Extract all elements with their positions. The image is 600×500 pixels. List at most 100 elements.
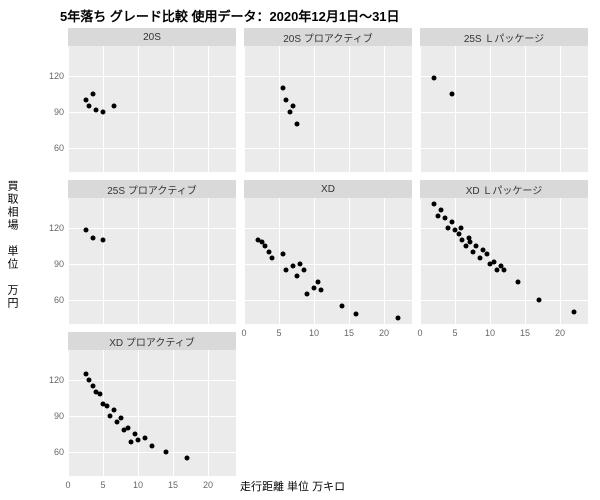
y-tick-label: 60	[40, 447, 64, 457]
grid-line	[68, 198, 69, 324]
chart-panel	[420, 198, 588, 324]
grid-line	[420, 300, 588, 301]
data-point	[502, 268, 507, 273]
y-tick-label: 60	[40, 143, 64, 153]
y-tick-label: 120	[40, 71, 64, 81]
data-point	[442, 216, 447, 221]
data-point	[185, 456, 190, 461]
y-tick-label: 120	[40, 223, 64, 233]
data-point	[101, 238, 106, 243]
grid-line	[525, 46, 526, 172]
x-tick-label: 15	[168, 480, 178, 490]
data-point	[474, 244, 479, 249]
data-point	[298, 262, 303, 267]
data-point	[477, 256, 482, 261]
grid-line	[68, 300, 236, 301]
y-tick-label: 90	[40, 259, 64, 269]
data-point	[136, 438, 141, 443]
chart-panel	[68, 198, 236, 324]
data-point	[396, 316, 401, 321]
grid-line	[420, 264, 588, 265]
data-point	[101, 110, 106, 115]
data-point	[132, 432, 137, 437]
chart-panel	[244, 46, 412, 172]
data-point	[449, 92, 454, 97]
data-point	[301, 268, 306, 273]
x-tick-label: 20	[203, 480, 213, 490]
y-tick-label: 60	[40, 295, 64, 305]
data-point	[87, 378, 92, 383]
grid-line	[244, 264, 412, 265]
data-point	[435, 214, 440, 219]
grid-line	[244, 46, 245, 172]
data-point	[164, 450, 169, 455]
x-tick-label: 10	[133, 480, 143, 490]
grid-line	[244, 198, 245, 324]
data-point	[315, 280, 320, 285]
grid-line	[244, 112, 412, 113]
grid-line	[244, 300, 412, 301]
grid-line	[420, 112, 588, 113]
grid-line	[208, 198, 209, 324]
grid-line	[244, 148, 412, 149]
data-point	[129, 440, 134, 445]
data-point	[280, 86, 285, 91]
data-point	[319, 288, 324, 293]
data-point	[111, 104, 116, 109]
x-tick-label: 20	[379, 328, 389, 338]
data-point	[118, 416, 123, 421]
x-tick-label: 5	[276, 328, 281, 338]
panel-header: XD	[244, 180, 412, 198]
chart-panel	[68, 46, 236, 172]
grid-line	[68, 112, 236, 113]
grid-line	[244, 228, 412, 229]
data-point	[449, 220, 454, 225]
grid-line	[68, 380, 236, 381]
x-tick-label: 15	[344, 328, 354, 338]
y-axis-label: 買取相場 単位 万円	[4, 180, 20, 310]
grid-line	[244, 76, 412, 77]
data-point	[446, 226, 451, 231]
chart-container: 5年落ち グレード比較 使用データ：2020年12月1日～31日 買取相場 単位…	[0, 0, 600, 500]
x-tick-label: 15	[520, 328, 530, 338]
grid-line	[490, 46, 491, 172]
data-point	[90, 92, 95, 97]
data-point	[284, 98, 289, 103]
grid-line	[68, 76, 236, 77]
x-tick-label: 5	[452, 328, 457, 338]
grid-line	[420, 76, 588, 77]
grid-line	[68, 416, 236, 417]
grid-line	[279, 198, 280, 324]
data-point	[354, 312, 359, 317]
data-point	[537, 298, 542, 303]
data-point	[280, 252, 285, 257]
grid-line	[525, 198, 526, 324]
grid-line	[103, 198, 104, 324]
grid-line	[68, 228, 236, 229]
panel-header: XD Ｌパッケージ	[420, 180, 588, 198]
data-point	[439, 208, 444, 213]
data-point	[287, 110, 292, 115]
data-point	[294, 274, 299, 279]
chart-panel	[420, 46, 588, 172]
grid-line	[173, 198, 174, 324]
data-point	[432, 76, 437, 81]
data-point	[104, 404, 109, 409]
x-tick-label: 20	[555, 328, 565, 338]
data-point	[83, 372, 88, 377]
data-point	[263, 244, 268, 249]
data-point	[266, 250, 271, 255]
data-point	[516, 280, 521, 285]
x-tick-label: 0	[241, 328, 246, 338]
data-point	[90, 384, 95, 389]
grid-line	[349, 198, 350, 324]
data-point	[125, 426, 130, 431]
grid-line	[173, 350, 174, 476]
data-point	[111, 408, 116, 413]
data-point	[291, 264, 296, 269]
grid-line	[208, 350, 209, 476]
grid-line	[314, 198, 315, 324]
grid-line	[349, 46, 350, 172]
data-point	[143, 435, 148, 440]
chart-panel	[244, 198, 412, 324]
